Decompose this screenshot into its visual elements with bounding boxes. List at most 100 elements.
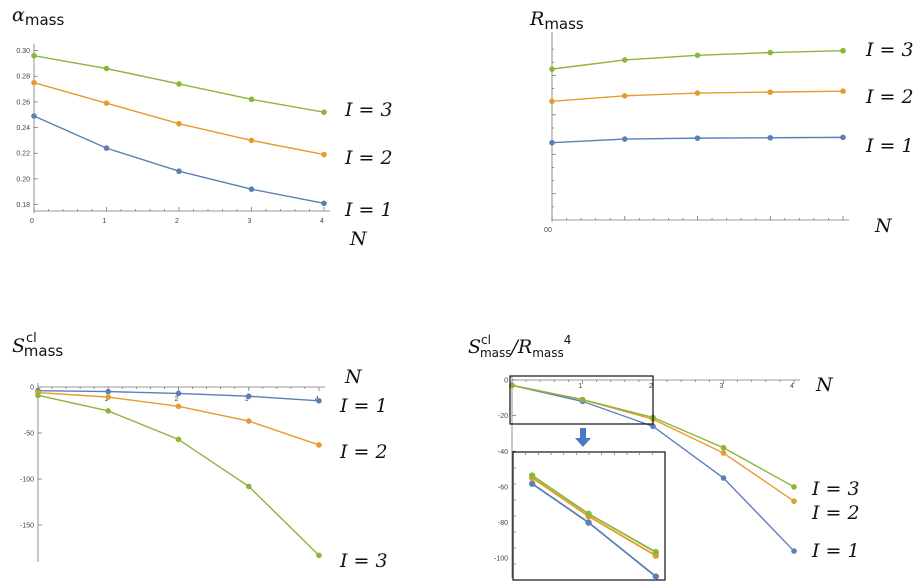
scl-x-axis-label: N	[344, 366, 363, 388]
data-point	[791, 498, 797, 504]
data-point	[694, 90, 701, 96]
y-tick-label: -100	[20, 477, 34, 484]
series-label: I = 1	[344, 199, 393, 221]
series-label: I = 1	[811, 540, 860, 562]
inset-data-point	[652, 573, 659, 580]
data-point	[175, 436, 182, 443]
data-point	[103, 65, 110, 72]
data-point	[103, 100, 110, 106]
data-point	[791, 484, 797, 490]
data-point	[245, 418, 252, 424]
data-point	[321, 109, 327, 115]
data-point	[549, 98, 555, 105]
ratio-panel: Scl mass/Rmass4 1 2 3 4 0 -20 -40 -60 -80 -100 I = …	[468, 333, 860, 581]
x-tick-label: 4	[790, 383, 794, 390]
x-tick-label: 1	[579, 383, 583, 390]
x-tick-label: 1	[103, 218, 107, 225]
y-tick-label: -50	[24, 431, 34, 438]
x-tick-label: 0	[548, 227, 552, 234]
series-label: I = 2	[865, 86, 914, 108]
zoom-down-arrow-icon	[575, 428, 591, 447]
y-tick-label: -60	[498, 484, 508, 491]
alpha-panel: αmass 0 1 2 3 4 0.18 0.20 0.22 0.24 0.26 0.28 0.30 I…	[12, 4, 393, 250]
y-tick-label: 0.28	[16, 74, 30, 81]
y-tick-label: -20	[498, 413, 508, 420]
alpha-title: αmass	[12, 4, 64, 29]
data-point	[720, 444, 727, 451]
x-tick-label: 3	[248, 218, 252, 225]
data-point	[316, 398, 322, 404]
inset-data-point	[529, 480, 536, 487]
x-tick-label: 2	[175, 218, 179, 225]
data-point	[175, 403, 182, 410]
data-point	[694, 52, 701, 59]
data-point	[621, 136, 628, 142]
inset-data-point	[652, 548, 659, 556]
rmass-x-axis-label: N	[874, 215, 893, 237]
rmass-panel: Rmass 00 I = 1 I = 2 I = 3 N	[529, 8, 914, 237]
inset-data-point	[529, 472, 536, 479]
series-label: I = 1	[865, 135, 914, 157]
x-tick-label: 1	[104, 396, 108, 403]
data-point	[105, 408, 112, 414]
zoom-region-box	[509, 375, 654, 425]
inset-data-point	[585, 519, 592, 526]
x-tick-label: 3	[720, 383, 724, 390]
data-point	[840, 88, 846, 94]
data-point	[720, 475, 727, 481]
series-label: I = 2	[811, 502, 860, 524]
inset-data-point	[585, 510, 592, 518]
series-label: I = 3	[339, 550, 388, 572]
series-label: I = 3	[811, 478, 860, 500]
data-point	[316, 442, 322, 448]
data-point	[321, 200, 327, 207]
y-tick-label: 0	[504, 378, 508, 385]
x-tick-label: 2	[175, 396, 179, 403]
series-line	[33, 81, 325, 156]
data-point	[321, 151, 327, 158]
series-label: I = 3	[344, 99, 393, 121]
data-point	[549, 139, 555, 146]
y-tick-label: -80	[498, 520, 508, 527]
ratio-x-axis-label: N	[815, 374, 834, 396]
data-point	[621, 93, 628, 99]
data-point	[767, 49, 774, 56]
series-label: I = 1	[339, 395, 388, 417]
data-point	[720, 450, 727, 456]
data-point	[105, 394, 112, 400]
y-tick-label: 0.22	[16, 151, 30, 158]
y-tick-label: -150	[20, 523, 34, 530]
y-tick-label: 0.18	[16, 202, 30, 209]
series-line	[33, 115, 325, 204]
ratio-title: Scl mass/Rmass4	[468, 333, 571, 360]
scl-title: Scl mass	[12, 331, 63, 360]
data-point	[650, 423, 656, 430]
series-label: I = 3	[865, 39, 914, 61]
data-point	[103, 145, 110, 151]
data-point	[791, 548, 797, 554]
data-point	[694, 135, 701, 141]
x-tick-label: 2	[649, 383, 653, 390]
x-tick-label: 0	[30, 218, 34, 225]
data-point	[176, 168, 182, 175]
inset-series-line	[531, 482, 657, 580]
x-tick-label: 4	[320, 218, 324, 225]
data-point	[248, 186, 255, 192]
data-point	[579, 396, 586, 403]
data-point	[175, 390, 182, 397]
data-point	[31, 52, 37, 59]
rmass-title: Rmass	[529, 8, 584, 33]
data-point	[840, 47, 846, 54]
data-point	[176, 120, 182, 127]
data-point	[316, 552, 322, 559]
x-tick-label: 0	[544, 227, 548, 234]
y-tick-label: 0.26	[16, 99, 30, 106]
y-tick-label: 0.30	[16, 48, 30, 55]
y-tick-label: -40	[498, 449, 508, 456]
alpha-x-axis-label: N	[349, 228, 368, 250]
data-point	[840, 134, 846, 141]
data-point	[245, 483, 252, 490]
data-point	[105, 388, 112, 395]
